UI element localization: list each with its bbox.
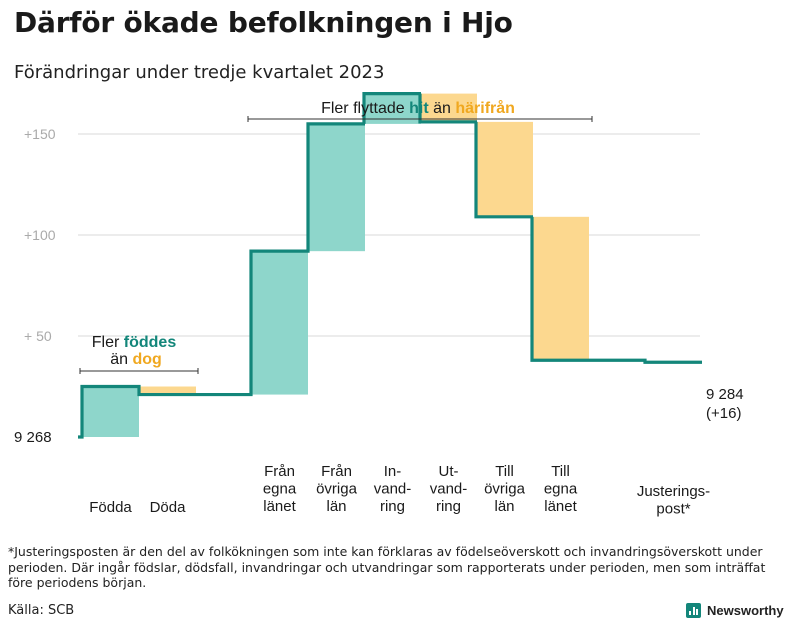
x-tick-label: ring — [380, 498, 405, 515]
y-tick-label: + 50 — [24, 328, 52, 344]
waterfall-chart: + 50+100+150 Födda DödaFrånegnalänetFrånö… — [14, 92, 744, 518]
x-tick-label: Födda — [89, 499, 132, 516]
x-tick-label: vand- — [374, 481, 412, 498]
x-tick-label: egna — [544, 481, 578, 498]
bar — [251, 251, 308, 395]
x-tick-label: Från — [264, 463, 295, 480]
x-tick-label: Justerings- — [637, 483, 710, 500]
annotation-fodda-line1: Fler föddes — [92, 334, 177, 351]
annotation-fodda-line2: än dog — [110, 351, 162, 368]
x-tick-label: Till — [551, 463, 570, 480]
chart-subtitle: Förändringar under tredje kvartalet 2023 — [14, 62, 385, 83]
x-tick-label: Från — [321, 463, 352, 480]
bar — [139, 386, 196, 395]
total-line — [78, 92, 702, 439]
population-line — [78, 92, 702, 439]
bar — [82, 386, 139, 437]
bar — [420, 93, 477, 122]
brand-name: Newsworthy — [707, 603, 784, 618]
x-tick-label: vand- — [430, 481, 468, 498]
y-tick-label: +100 — [24, 227, 56, 243]
x-tick-label: egna — [263, 481, 297, 498]
bar-chart-icon — [686, 603, 701, 618]
annotation-bracket — [79, 368, 199, 374]
bar — [308, 123, 365, 252]
end-value-label: 9 284 — [706, 386, 744, 403]
x-tick-label: länet — [263, 498, 296, 515]
x-tick-label: In- — [384, 463, 402, 480]
annotation-bracket — [247, 116, 593, 122]
x-tick-label: övriga — [484, 481, 526, 498]
chart-title: Därför ökade befolkningen i Hjo — [14, 6, 513, 39]
x-tick-label: län — [326, 498, 346, 515]
x-tick-label: ring — [436, 498, 461, 515]
x-tick-label: Ut- — [439, 463, 459, 480]
x-tick-label: post* — [656, 501, 690, 518]
annotation-flytt: Fler flyttade hit än härifrån — [321, 99, 515, 117]
bar — [476, 121, 533, 217]
x-tick-label: länet — [544, 498, 577, 515]
bars — [82, 93, 589, 437]
bar — [532, 216, 589, 361]
x-tick-label: län — [494, 498, 514, 515]
footnote: *Justeringsposten är den del av folkökni… — [8, 544, 766, 590]
x-tick-label: övriga — [316, 481, 358, 498]
start-value-label: 9 268 — [14, 429, 52, 446]
axis-labels: Födda DödaFrånegnalänetFrånövrigalänIn-va… — [14, 386, 744, 518]
brand-logo: Newsworthy — [686, 603, 784, 618]
end-change-label: (+16) — [706, 405, 741, 422]
x-tick-label: Döda — [150, 499, 187, 516]
y-tick-label: +150 — [24, 126, 56, 142]
source-label: Källa: SCB — [8, 603, 75, 618]
gridlines: + 50 +100 +150 — [24, 126, 700, 344]
x-tick-label: Till — [495, 463, 514, 480]
